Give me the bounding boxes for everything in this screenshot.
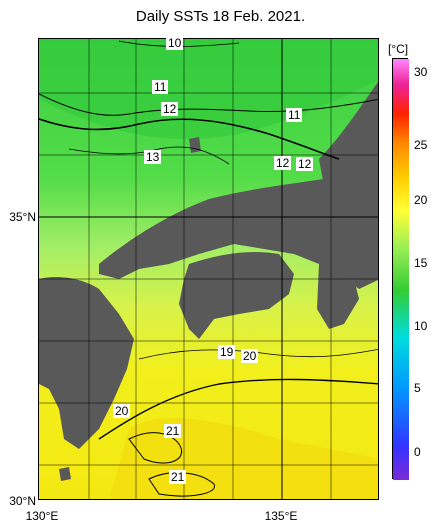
contour-label: 13 — [144, 150, 162, 164]
colorbar-tick: 25 — [414, 138, 428, 152]
contour-label: 12 — [161, 102, 179, 116]
contour-label: 10 — [166, 36, 184, 50]
contour-label: 21 — [169, 470, 187, 484]
colorbar — [392, 58, 409, 480]
map-title: Daily SSTs 18 Feb. 2021. — [135, 8, 306, 25]
contour-label: 12 — [274, 156, 292, 170]
contour-label: 12 — [296, 157, 314, 171]
colorbar-tick: 20 — [414, 193, 428, 207]
colorbar-unit: [°C] — [388, 42, 409, 56]
contour-label: 19 — [218, 345, 236, 359]
colorbar-tick: 10 — [414, 319, 428, 333]
land-shikoku — [179, 252, 294, 339]
contour-label: 11 — [152, 80, 169, 94]
land-kii — [317, 264, 359, 329]
y-axis-label-35n: 35°N — [9, 210, 36, 224]
x-axis-label-135e: 135°E — [264, 509, 298, 523]
sst-map — [38, 38, 379, 500]
colorbar-tick: 5 — [414, 381, 421, 395]
contour-11 — [39, 93, 378, 116]
land-island — [189, 137, 201, 153]
contour-label: 20 — [241, 349, 259, 363]
land-kyushu — [39, 277, 134, 449]
contour-label: 21 — [164, 424, 182, 438]
land-island — [59, 467, 71, 481]
contour-20 — [98, 378, 378, 440]
contour-21a — [128, 432, 182, 464]
contour-label: 11 — [286, 108, 303, 122]
contour-label: 20 — [113, 404, 131, 418]
colorbar-tick: 15 — [414, 256, 428, 270]
land-honshu — [99, 179, 378, 289]
y-axis-label-30n: 30°N — [9, 494, 36, 508]
colorbar-tick: 0 — [414, 445, 421, 459]
sst-map-graphic — [39, 39, 378, 499]
x-axis-label-130e: 130°E — [25, 509, 59, 523]
contour-19 — [138, 348, 378, 360]
colorbar-tick: 30 — [414, 65, 428, 79]
contour-13 — [68, 146, 230, 165]
contour-12 — [39, 118, 340, 160]
